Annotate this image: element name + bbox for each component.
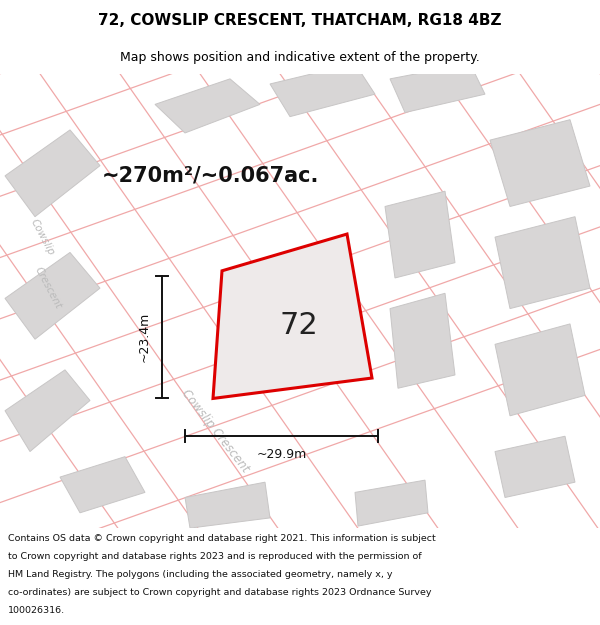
Text: 72: 72 [279, 311, 318, 340]
Polygon shape [490, 120, 590, 206]
Polygon shape [495, 217, 590, 309]
Text: ~270m²/~0.067ac.: ~270m²/~0.067ac. [101, 166, 319, 186]
Text: co-ordinates) are subject to Crown copyright and database rights 2023 Ordnance S: co-ordinates) are subject to Crown copyr… [8, 588, 431, 597]
Polygon shape [185, 482, 270, 528]
Polygon shape [495, 324, 585, 416]
Polygon shape [385, 191, 455, 278]
Text: HM Land Registry. The polygons (including the associated geometry, namely x, y: HM Land Registry. The polygons (includin… [8, 570, 392, 579]
Polygon shape [355, 480, 428, 526]
Polygon shape [495, 436, 575, 498]
Polygon shape [5, 130, 100, 217]
Polygon shape [60, 457, 145, 512]
Text: Cowslip: Cowslip [28, 217, 56, 257]
Text: Cowslip Crescent: Cowslip Crescent [179, 387, 251, 475]
Polygon shape [155, 79, 260, 133]
Polygon shape [5, 253, 100, 339]
Polygon shape [390, 293, 455, 388]
Text: Contains OS data © Crown copyright and database right 2021. This information is : Contains OS data © Crown copyright and d… [8, 534, 436, 543]
Polygon shape [390, 64, 485, 112]
Text: Crescent: Crescent [33, 266, 63, 311]
Text: to Crown copyright and database rights 2023 and is reproduced with the permissio: to Crown copyright and database rights 2… [8, 552, 421, 561]
Text: 100026316.: 100026316. [8, 606, 65, 614]
Polygon shape [5, 370, 90, 451]
Polygon shape [213, 234, 372, 399]
Text: ~29.9m: ~29.9m [256, 448, 307, 461]
Polygon shape [270, 64, 375, 117]
Text: 72, COWSLIP CRESCENT, THATCHAM, RG18 4BZ: 72, COWSLIP CRESCENT, THATCHAM, RG18 4BZ [98, 13, 502, 28]
Text: Map shows position and indicative extent of the property.: Map shows position and indicative extent… [120, 51, 480, 64]
Text: ~23.4m: ~23.4m [137, 312, 151, 362]
